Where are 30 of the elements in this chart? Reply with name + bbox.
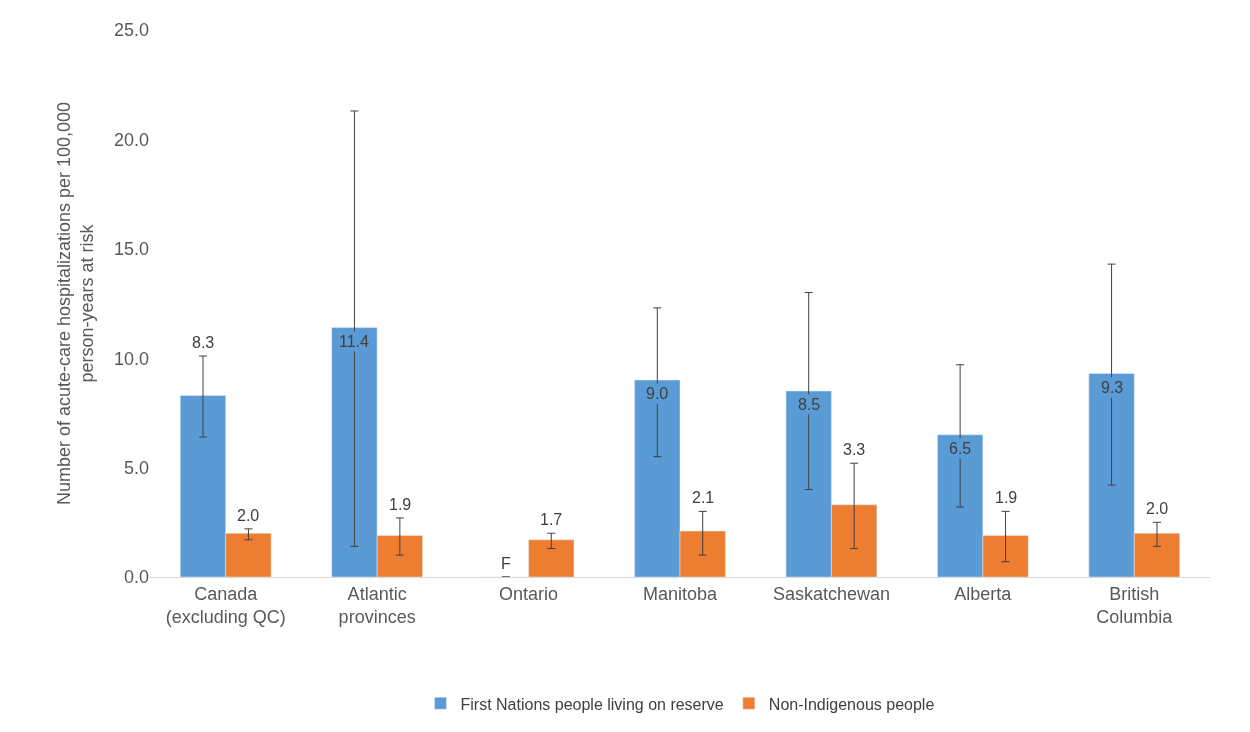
data-label: 1.9 [995, 489, 1018, 506]
x-tick-label: Atlantic provinces [338, 583, 416, 627]
data-label: 6.5 [949, 440, 972, 457]
x-tick-label: Canada (excluding QC) [165, 583, 286, 627]
x-tick-label: Ontario [499, 583, 559, 604]
data-label: 2.0 [237, 507, 260, 524]
data-label: 2.1 [692, 489, 715, 506]
text: F [501, 555, 511, 572]
data-label: 11.4 [339, 333, 370, 350]
y-tick-label: 25.0 [113, 20, 149, 41]
data-label: 1.7 [540, 511, 563, 528]
y-tick-label: 15.0 [113, 239, 149, 260]
data-label: 9.3 [1101, 379, 1124, 396]
data-label: 8.5 [798, 396, 821, 413]
x-tick-label: Alberta [954, 583, 1013, 604]
x-tick-label: Manitoba [642, 583, 719, 604]
y-tick-label: 0.0 [123, 567, 149, 588]
y-tick-label: 5.0 [123, 457, 149, 478]
legend-label: First Nations people living on reserve [460, 695, 724, 713]
legend-label: Non-Indigenous people [768, 695, 935, 713]
y-axis-title: Number of acute-care hospitalizations per 100,000 person-years at risk [53, 101, 98, 506]
data-label: 2.0 [1146, 500, 1169, 517]
x-tick-label: Saskatchewan [772, 583, 890, 604]
x-tick-label: British Columbia [1096, 583, 1174, 627]
y-tick-label: 20.0 [113, 129, 149, 150]
data-label: 3.3 [843, 441, 866, 458]
data-label: 8.3 [192, 334, 215, 351]
y-tick-label: 10.0 [113, 348, 149, 369]
data-label: 1.9 [389, 496, 412, 513]
data-label: 9.0 [646, 385, 669, 402]
